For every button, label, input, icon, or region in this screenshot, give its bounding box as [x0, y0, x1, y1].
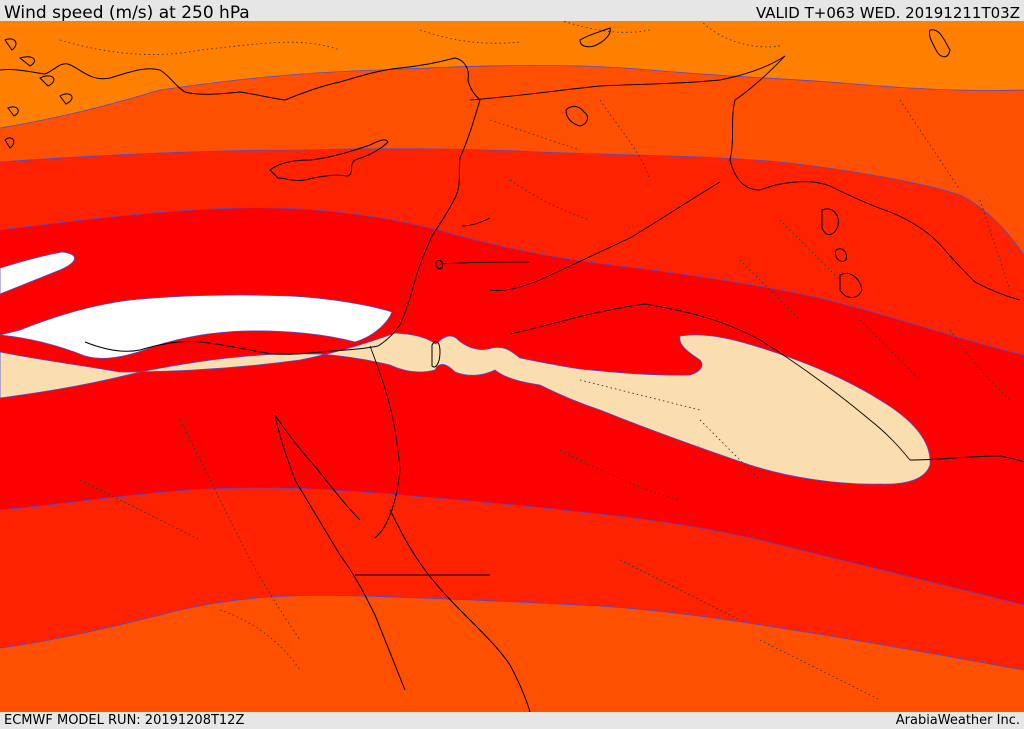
turkey-coast: [0, 57, 481, 101]
wind-band-weak-south: [0, 595, 1024, 712]
lebanon-border: [461, 217, 491, 227]
iraq-lake-north: [821, 208, 839, 235]
header-bar: Wind speed (m/s) at 250 hPa VALID T+063 …: [0, 0, 1024, 23]
jordan-saudi-border: [509, 303, 646, 335]
levant-coast: [399, 99, 481, 326]
red-sea-west-coast: [274, 414, 406, 691]
province-borders-syria: [489, 99, 651, 221]
aegean-islands: [4, 38, 73, 149]
gulf-of-aqaba-coast: [374, 469, 401, 539]
iraq-lake-south: [839, 273, 863, 298]
map-title: Wind speed (m/s) at 250 hPa: [4, 3, 250, 23]
province-borders-egypt: [79, 419, 301, 671]
cyprus-coast: [269, 139, 389, 182]
dead-sea: [431, 341, 441, 368]
iraq-iran-border: [729, 55, 1021, 301]
red-sea-east-coast: [389, 509, 531, 712]
credit: ArabiaWeather Inc.: [895, 713, 1020, 728]
gulf-of-suez-coast: [274, 414, 361, 521]
wind-band-core-west: [0, 251, 75, 295]
model-run: ECMWF MODEL RUN: 20191208T12Z: [4, 713, 245, 728]
sinai-north-coast: [84, 324, 401, 355]
jordan-syria-border: [439, 261, 531, 265]
lake-urmia: [929, 29, 951, 58]
iraq-lake-west: [835, 248, 847, 262]
lake-assad: [565, 105, 588, 127]
lake-van: [579, 27, 611, 48]
province-borders-iran: [899, 99, 1011, 401]
syria-iraq-border: [489, 181, 721, 291]
valid-time: VALID T+063 WED. 20191211T03Z: [755, 4, 1020, 22]
saudi-iraq-border: [644, 303, 911, 461]
wind-band-jet: [0, 332, 931, 485]
footer-bar: ECMWF MODEL RUN: 20191208T12Z ArabiaWeat…: [0, 712, 1024, 729]
wind-speed-map[interactable]: [0, 21, 1024, 712]
egypt-israel-border: [369, 345, 401, 471]
wind-band-core: [0, 294, 393, 359]
syria-turkey-border: [469, 55, 786, 101]
sea-of-galilee: [435, 259, 443, 269]
kuwait-border: [909, 455, 1024, 463]
